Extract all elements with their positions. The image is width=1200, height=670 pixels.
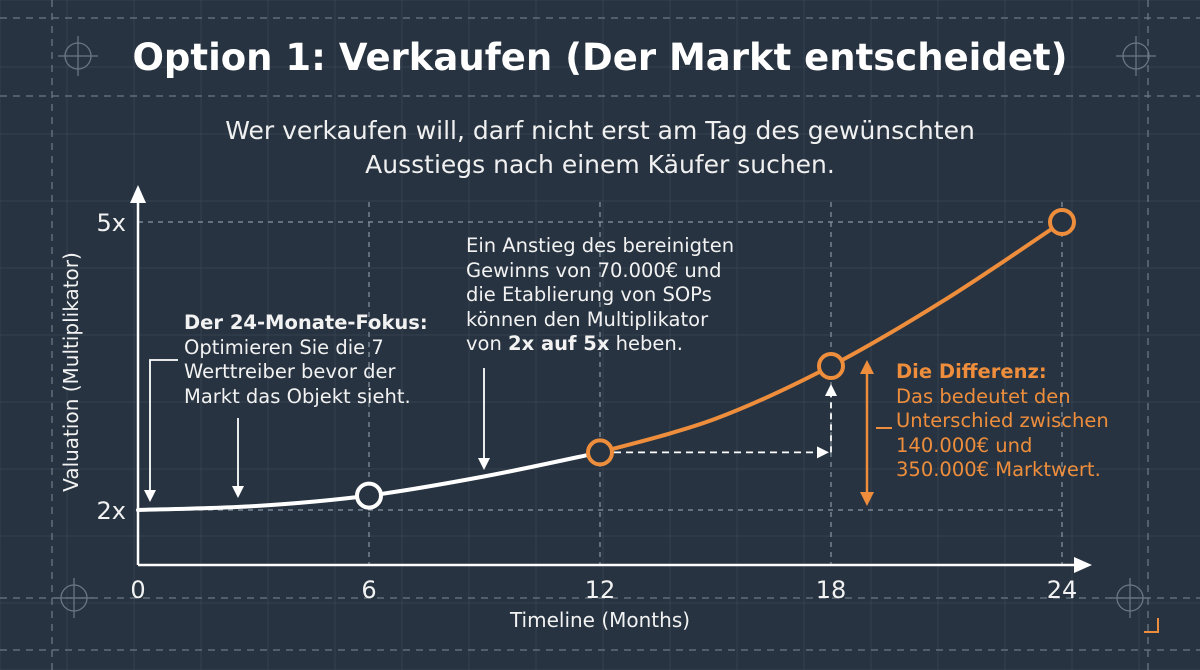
arrow-up-icon: [825, 384, 837, 396]
arrow-up-icon: [860, 360, 874, 374]
annotation-rise-text: heben.: [609, 332, 683, 355]
y-axis-arrow-icon: [130, 185, 146, 203]
data-point-marker: [355, 481, 383, 510]
x-tick-label: 12: [585, 576, 616, 604]
subtitle: Wer verkaufen will, darf nicht erst am T…: [150, 114, 1050, 182]
y-tick-label: 5x: [97, 209, 126, 237]
annotation-rise-last-line: von 2x auf 5x heben.: [466, 332, 734, 357]
annotation-rise-bold: 2x auf 5x: [508, 332, 610, 355]
annotation-focus-line: Werttreiber bevor der: [184, 360, 396, 383]
x-axis-arrow-icon: [1074, 557, 1092, 573]
arrow-down-icon: [478, 458, 490, 470]
arrow-down-icon: [860, 492, 874, 506]
data-point-marker: [586, 438, 614, 467]
x-tick-label: 24: [1047, 576, 1078, 604]
page-title: Option 1: Verkaufen (Der Markt entscheid…: [132, 36, 1068, 79]
data-point-marker: [1048, 208, 1076, 236]
x-tick-label: 18: [816, 576, 847, 604]
y-tick-label: 2x: [97, 497, 126, 525]
annotation-focus-line: Optimieren Sie die 7: [184, 335, 384, 359]
annotation-rise-line: können den Multiplikator: [466, 307, 709, 331]
subtitle-line-1: Wer verkaufen will, darf nicht erst am T…: [225, 116, 975, 145]
annotation-focus-line: Markt das Objekt sieht.: [184, 384, 411, 408]
x-tick-label: 0: [130, 576, 145, 604]
arrow-right-icon: [817, 446, 829, 459]
annotation-rise: Ein Anstieg des bereinigten Gewinns von …: [466, 234, 734, 357]
x-axis-label: Timeline (Months): [509, 608, 690, 632]
x-tick-label: 6: [361, 576, 376, 604]
annotation-rise-line: Ein Anstieg des bereinigten: [466, 234, 735, 257]
annotation-difference-heading: Die Differenz:: [896, 360, 1047, 383]
annotation-difference: Die Differenz: Das bedeutet den Untersch…: [896, 360, 1109, 483]
data-point-marker: [817, 352, 845, 380]
arrow-down-icon: [232, 486, 244, 498]
y-axis-label: Valuation (Multiplikator): [59, 252, 83, 492]
annotation-rise-line: die Etablierung von SOPs: [466, 283, 712, 306]
focus-bracket-line: [149, 359, 178, 494]
annotation-difference-line: 350.000€ Marktwert.: [896, 458, 1101, 481]
annotation-difference-line: 140.000€ und: [896, 433, 1033, 457]
subtitle-line-2: Ausstiegs nach einem Käufer suchen.: [365, 150, 835, 179]
annotation-difference-line: Das bedeutet den: [896, 384, 1071, 408]
arrow-down-icon: [144, 490, 156, 502]
annotation-focus: Der 24-Monate-Fokus: Optimieren Sie die …: [184, 311, 428, 409]
annotation-rise-line: Gewinns von 70.000€ und: [466, 258, 722, 282]
annotation-focus-heading: Der 24-Monate-Fokus:: [184, 311, 428, 334]
annotation-rise-text: von: [466, 332, 509, 355]
corner-mark-icon: [1144, 618, 1159, 633]
annotation-difference-line: Unterschied zwischen: [896, 409, 1109, 432]
